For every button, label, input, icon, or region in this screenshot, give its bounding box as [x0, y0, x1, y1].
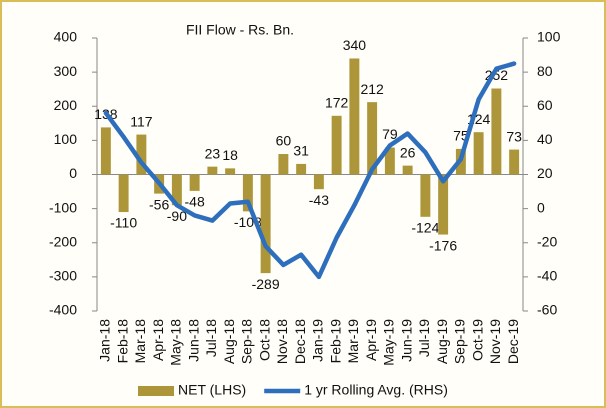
data-label: 340 — [343, 37, 367, 53]
data-label: 23 — [205, 145, 221, 161]
bar — [438, 174, 449, 235]
x-tick-label: Apr-19 — [363, 319, 379, 361]
y-tick-label: 300 — [54, 63, 78, 79]
bar — [420, 174, 431, 217]
data-label: -176 — [429, 237, 457, 253]
bar — [313, 174, 324, 190]
x-tick-label: Mar-18 — [132, 319, 148, 364]
y2-tick-label: 80 — [537, 63, 553, 79]
y2-tick-label: -60 — [537, 302, 557, 318]
x-tick-label: Nov-19 — [487, 319, 503, 364]
x-tick-label: May-19 — [381, 319, 397, 366]
x-tick-label: Feb-18 — [114, 319, 130, 364]
y-tick-label: 200 — [54, 97, 78, 113]
data-label: 60 — [276, 133, 292, 149]
x-tick-label: Oct-19 — [469, 319, 485, 361]
bar — [278, 154, 289, 175]
x-tick-label: Jul-19 — [416, 319, 432, 357]
data-label: -124 — [411, 220, 439, 236]
data-label: -90 — [167, 208, 187, 224]
bar — [100, 127, 111, 175]
x-tick-label: Jul-18 — [203, 319, 219, 357]
bar — [473, 132, 484, 175]
bar — [207, 166, 218, 175]
x-tick-label: Feb-19 — [327, 319, 343, 364]
bar — [171, 174, 182, 206]
x-tick-label: Jan-19 — [310, 319, 326, 362]
legend-label: 1 yr Rolling Avg. (RHS) — [304, 382, 448, 398]
y2-tick-label: 20 — [537, 165, 553, 181]
x-tick-label: Mar-19 — [345, 319, 361, 364]
legend-swatch — [138, 386, 174, 396]
bar — [296, 163, 307, 175]
x-tick-label: Sep-18 — [239, 319, 255, 364]
line — [103, 61, 517, 280]
x-tick-label: Sep-19 — [452, 319, 468, 364]
y2-tick-label: 0 — [537, 199, 545, 215]
y-tick-label: -100 — [49, 199, 77, 215]
x-tick-label: Apr-18 — [150, 319, 166, 361]
x-tick-label: Dec-18 — [292, 319, 308, 364]
legend-label: NET (LHS) — [178, 382, 246, 398]
y2-tick-label: 100 — [537, 29, 561, 45]
x-tick-label: Jan-18 — [97, 319, 113, 362]
data-label: -110 — [110, 215, 137, 231]
chart-title: FII Flow - Rs. Bn. — [186, 22, 294, 38]
data-label: 79 — [382, 126, 398, 142]
bar — [225, 168, 236, 175]
data-label: 212 — [360, 81, 384, 97]
data-label: -56 — [149, 196, 169, 212]
x-tick-label: Jun-19 — [398, 319, 414, 362]
data-label: -48 — [185, 194, 205, 210]
data-label: 172 — [325, 95, 349, 111]
y2-tick-label: -20 — [537, 233, 557, 249]
x-tick-label: Jun-18 — [185, 319, 201, 362]
y-tick-label: -200 — [49, 233, 77, 249]
bar — [136, 134, 147, 175]
x-tick-label: Aug-19 — [434, 319, 450, 364]
y2-tick-label: 40 — [537, 131, 553, 147]
bar — [242, 174, 253, 212]
y-tick-label: -400 — [49, 302, 77, 318]
data-label: -289 — [252, 276, 280, 292]
bar — [349, 58, 360, 175]
x-tick-label: Aug-18 — [221, 319, 237, 364]
data-label: 31 — [293, 143, 309, 159]
bar — [331, 115, 342, 175]
bar — [189, 174, 200, 191]
data-label: -43 — [309, 192, 329, 208]
y-tick-label: -300 — [49, 268, 77, 284]
bar — [384, 147, 395, 175]
bar — [118, 174, 129, 213]
y-tick-label: 400 — [54, 29, 78, 45]
data-label: 26 — [400, 144, 416, 160]
bar — [491, 88, 502, 175]
bar — [509, 149, 520, 175]
y2-tick-label: 60 — [537, 97, 553, 113]
bar — [367, 102, 378, 175]
y-tick-label: 100 — [54, 131, 78, 147]
x-tick-label: May-18 — [168, 319, 184, 366]
x-tick-label: Oct-18 — [256, 319, 272, 361]
bar — [402, 165, 413, 175]
x-tick-label: Nov-18 — [274, 319, 290, 364]
y2-tick-label: -40 — [537, 268, 557, 284]
data-label: 73 — [506, 128, 522, 144]
data-label: 117 — [130, 113, 153, 129]
bar — [260, 174, 271, 274]
data-label: 18 — [222, 147, 238, 163]
y-tick-label: 0 — [69, 165, 77, 181]
x-tick-label: Dec-19 — [505, 319, 521, 364]
